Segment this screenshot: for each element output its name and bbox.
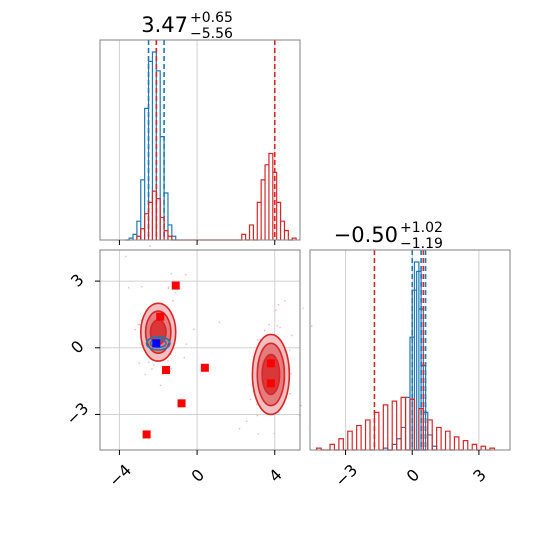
joint-sample-point	[256, 403, 258, 406]
joint-red-marker	[162, 366, 171, 374]
joint-x-tick-label: 4	[265, 465, 286, 486]
joint-y-tick-label: 3	[67, 270, 88, 291]
joint-x-tick-label: −4	[105, 460, 135, 490]
joint-sample-point	[310, 325, 313, 327]
joint-sample-point	[134, 328, 137, 331]
joint-sample-point	[256, 339, 259, 341]
x-marginal-frame	[99, 39, 301, 241]
joint-blue-marker	[152, 339, 161, 348]
joint-sample-point	[277, 304, 280, 306]
joint-frame	[99, 249, 301, 451]
joint-contour-2-0	[145, 335, 171, 351]
joint-red-marker	[156, 312, 165, 321]
x-marginal-title-minus: −5.56	[190, 26, 233, 42]
x-marginal-title-plus: +0.65	[190, 10, 233, 26]
y-marginal-x-tick-label: 0	[403, 465, 424, 486]
joint-sample-point	[308, 427, 311, 430]
joint-sample-point	[183, 356, 186, 359]
joint-sample-point	[249, 398, 252, 401]
joint-sample-point	[127, 286, 130, 289]
joint-red-marker	[142, 430, 151, 439]
joint-sample-point	[274, 309, 277, 311]
joint-sample-point	[159, 384, 162, 387]
joint-sample-point	[302, 307, 304, 309]
joint-sample-point	[167, 287, 170, 290]
y-marginal-frame	[309, 249, 511, 451]
joint-sample-point	[151, 368, 153, 370]
joint-sample-point	[170, 368, 173, 370]
joint-sample-point	[184, 273, 187, 276]
y-marginal-x-tick-label: −3	[331, 460, 361, 490]
joint-sample-point	[218, 321, 221, 323]
joint-sample-point	[149, 245, 151, 248]
joint-sample-point	[185, 343, 188, 345]
joint-sample-point	[263, 329, 266, 332]
joint-sample-point	[300, 404, 302, 407]
joint-sample-point	[238, 427, 241, 430]
joint-sample-point	[290, 372, 292, 375]
joint-sample-point	[147, 361, 150, 364]
joint-sample-point	[125, 255, 127, 258]
joint-sample-point	[193, 328, 195, 331]
joint-sample-point	[256, 414, 259, 417]
y-marginal-hist-series-1	[316, 396, 496, 451]
joint-red-marker	[177, 399, 186, 408]
joint-sample-point	[153, 364, 155, 366]
joint-sample-point	[138, 362, 140, 364]
y-marginal-title-plus: +1.02	[400, 220, 443, 236]
joint-sample-point	[245, 420, 248, 423]
joint-sample-point	[257, 433, 259, 435]
joint-red-marker	[171, 281, 180, 290]
joint-sample-point	[289, 392, 291, 395]
joint-red-marker	[266, 379, 275, 388]
joint-sample-point	[170, 272, 173, 275]
joint-y-tick-label: 0	[67, 337, 88, 358]
joint-sample-point	[141, 285, 143, 288]
joint-sample-point	[290, 334, 293, 337]
y-marginal-x-tick-label: 3	[469, 465, 490, 486]
y-marginal-title-minus: −1.19	[400, 236, 443, 252]
joint-sample-point	[279, 326, 281, 329]
joint-sample-point	[273, 432, 276, 435]
joint-sample-point	[144, 373, 147, 376]
joint-sample-point	[172, 299, 174, 302]
joint-sample-point	[161, 373, 164, 376]
joint-sample-point	[167, 360, 169, 362]
joint-sample-point	[138, 323, 141, 326]
joint-sample-point	[137, 323, 139, 326]
joint-red-marker	[200, 363, 209, 372]
joint-y-tick-label: −3	[62, 399, 92, 429]
joint-sample-point	[167, 286, 170, 289]
joint-sample-point	[268, 323, 270, 326]
joint-sample-point	[175, 292, 177, 294]
joint-x-tick-label: 0	[187, 465, 208, 486]
joint-sample-point	[276, 325, 279, 327]
y-marginal-title-median: −0.50	[334, 223, 398, 247]
joint-sample-point	[284, 299, 286, 302]
joint-sample-point	[288, 349, 291, 352]
joint-contour-1-2	[261, 353, 281, 396]
x-marginal-title-median: 3.47	[141, 13, 188, 37]
joint-red-marker	[266, 359, 275, 368]
x-marginal-hist-series-0	[125, 51, 177, 241]
